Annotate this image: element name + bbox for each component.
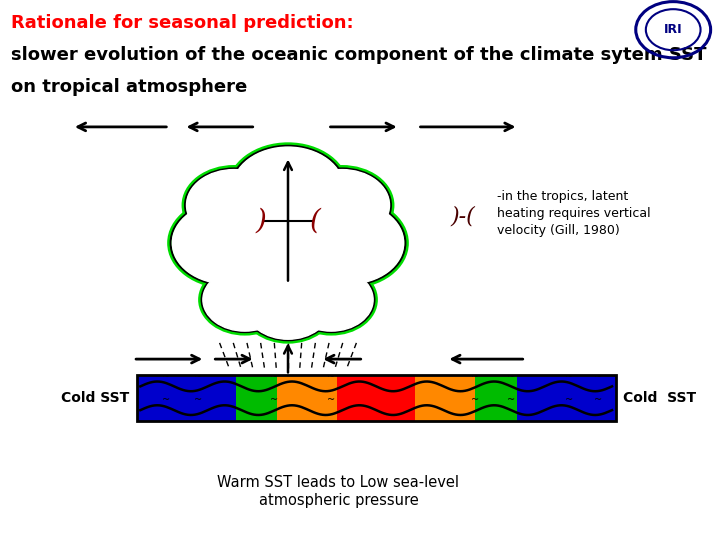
Circle shape <box>293 201 405 285</box>
Text: )-(: )-( <box>450 205 474 227</box>
Text: ~: ~ <box>507 372 516 382</box>
Circle shape <box>203 268 287 331</box>
Circle shape <box>245 275 331 340</box>
Circle shape <box>186 170 282 241</box>
Text: Cold  SST: Cold SST <box>623 392 696 405</box>
Circle shape <box>288 267 374 332</box>
Bar <box>415 375 475 421</box>
Text: Cold SST: Cold SST <box>61 392 130 405</box>
Text: -in the tropics, latent
heating requires vertical
velocity (Gill, 1980): -in the tropics, latent heating requires… <box>497 190 650 237</box>
Text: ~: ~ <box>564 395 573 406</box>
Text: on tropical atmosphere: on tropical atmosphere <box>11 78 247 96</box>
Text: ~: ~ <box>507 395 516 406</box>
Circle shape <box>294 170 390 241</box>
Text: ~: ~ <box>194 395 202 406</box>
Text: Rationale for seasonal prediction:: Rationale for seasonal prediction: <box>11 14 354 31</box>
Circle shape <box>246 276 330 339</box>
Text: ~: ~ <box>564 372 573 382</box>
Text: ~: ~ <box>161 372 170 382</box>
Text: ~: ~ <box>327 372 336 382</box>
Text: ~: ~ <box>593 395 602 406</box>
Circle shape <box>185 168 283 242</box>
Bar <box>517 375 616 421</box>
Circle shape <box>289 268 373 331</box>
Bar <box>277 375 337 421</box>
Text: ~: ~ <box>269 395 278 406</box>
Text: ~: ~ <box>161 395 170 406</box>
Bar <box>235 375 277 421</box>
Text: Warm SST leads to Low sea-level
atmospheric pressure: Warm SST leads to Low sea-level atmosphe… <box>217 475 459 508</box>
Text: ): ) <box>255 208 266 235</box>
Text: (: ( <box>310 208 321 235</box>
Text: ~: ~ <box>471 372 480 382</box>
Text: ~: ~ <box>269 372 278 382</box>
Bar <box>475 375 517 421</box>
Circle shape <box>293 168 391 242</box>
Text: ~: ~ <box>593 372 602 382</box>
Text: slower evolution of the oceanic component of the climate sytem SST: slower evolution of the oceanic componen… <box>11 46 706 64</box>
Circle shape <box>232 147 344 231</box>
Text: ~: ~ <box>471 395 480 406</box>
Bar <box>137 375 235 421</box>
Circle shape <box>222 207 354 306</box>
Circle shape <box>202 267 288 332</box>
Circle shape <box>220 205 356 308</box>
Text: ~: ~ <box>194 372 202 382</box>
Circle shape <box>294 202 404 284</box>
Circle shape <box>230 146 346 232</box>
Text: IRI: IRI <box>664 23 683 36</box>
Circle shape <box>171 201 283 285</box>
Bar <box>337 375 415 421</box>
Text: ~: ~ <box>327 395 336 406</box>
Circle shape <box>172 202 282 284</box>
Bar <box>137 375 616 421</box>
